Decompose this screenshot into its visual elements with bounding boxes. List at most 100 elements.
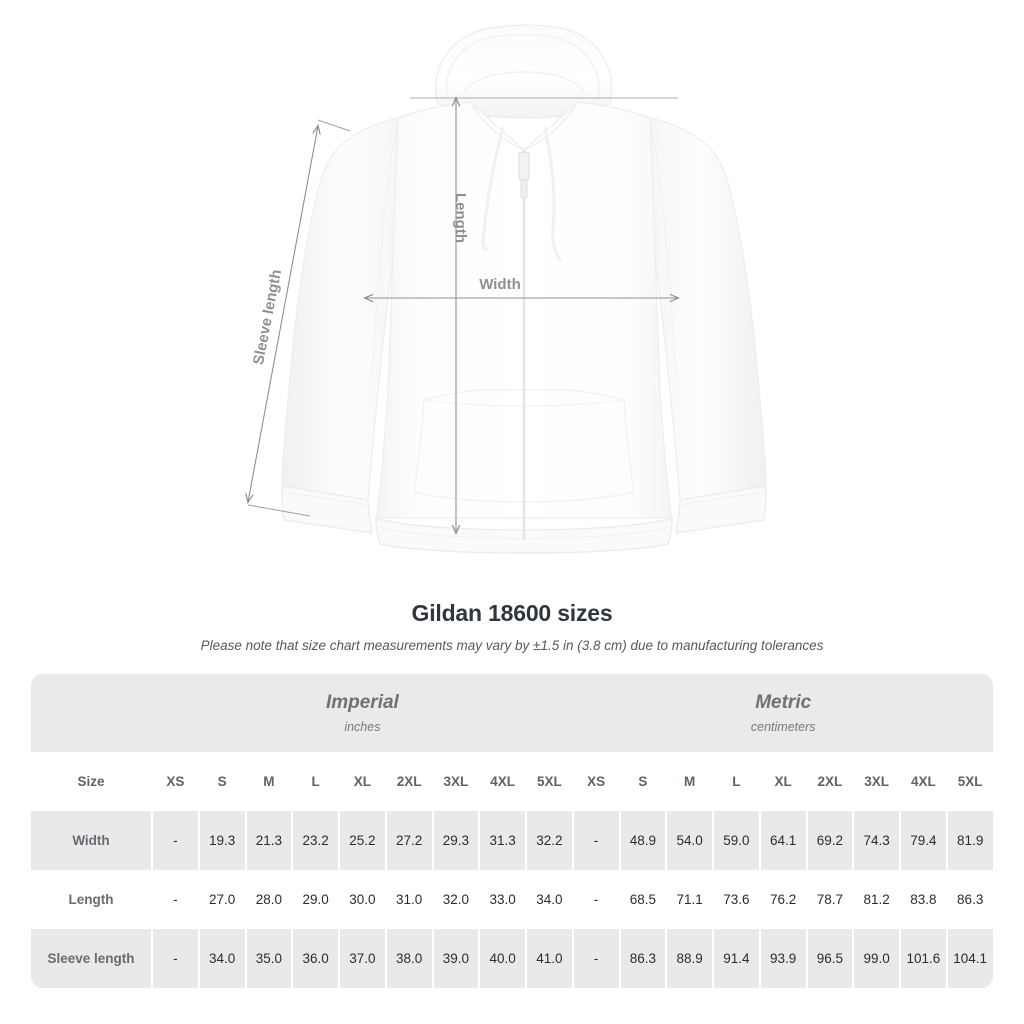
measurement-cell: 68.5 [619,870,668,929]
measurement-cell: 31.0 [385,870,434,929]
measurement-cell: 83.8 [900,870,948,929]
measurement-cell: 86.3 [619,929,668,988]
size-header-cell: 2XL [385,752,434,811]
measurement-cell: 101.6 [900,929,948,988]
measurement-cell: 41.0 [526,929,574,988]
measurement-cell: - [572,811,621,870]
measurement-cell: 104.1 [946,929,993,988]
size-header-cell: M [666,752,715,811]
measurement-cell: 32.0 [432,870,481,929]
row-label-width: Width [31,811,153,870]
measurement-cell: 33.0 [479,870,527,929]
size-header-cell: M [245,752,294,811]
sleeve-length-label: Sleeve length [250,268,285,366]
hood [435,24,613,119]
measurement-cell: 19.3 [198,811,247,870]
measurement-cell: 54.0 [666,811,715,870]
unit-system-subtitle: inches [344,719,381,734]
measurement-cell: 38.0 [385,929,434,988]
size-header-cell: 4XL [479,752,527,811]
measurement-cell: 88.9 [666,929,715,988]
measurement-cell: 79.4 [900,811,948,870]
table-row: Width -19.3 21.3 23.2 25.2 27.2 29.3 31.3 32.2-4… [31,811,993,870]
measurement-cell: 99.0 [853,929,902,988]
size-header-cell: 2XL [806,752,855,811]
measurement-cell: 29.3 [432,811,481,870]
unit-system-band: Imperial inches Metric centimeters [31,674,993,752]
measurement-cell: 31.3 [479,811,527,870]
size-chart-table: Imperial inches Metric centimeters Size XS S M L… [31,674,993,988]
size-header-cell: 3XL [432,752,481,811]
measurement-cell: 71.1 [666,870,715,929]
measurement-cell: - [152,929,200,988]
size-header-cell: S [619,752,668,811]
measurement-cell: 39.0 [432,929,481,988]
measurement-cell: 34.0 [526,870,574,929]
measurement-cell: 86.3 [946,870,993,929]
measurement-cell: 81.9 [946,811,993,870]
product-illustration: Length Width Sleeve length [0,24,767,554]
measurement-cell: 37.0 [339,929,387,988]
measurement-cell: 69.2 [806,811,855,870]
size-header-cell: S [198,752,247,811]
table-row: Sleeve length -34.0 35.0 36.0 37.0 38.0 39.0 40… [31,929,993,988]
measurement-cell: 48.9 [619,811,668,870]
drawstrings [481,126,562,262]
measurement-cell: 27.2 [385,811,434,870]
measurement-cell: 76.2 [759,870,808,929]
table-row: Length -27.0 28.0 29.0 30.0 31.0 32.0 33.0 34.0-… [31,870,993,929]
measurement-cell: 74.3 [853,811,902,870]
unit-system-name: Imperial [325,691,399,713]
size-header-cell: 4XL [900,752,948,811]
measurement-cell: 32.2 [526,811,574,870]
measurement-cell: - [152,811,200,870]
measurement-cell: 73.6 [713,870,761,929]
measurement-cell: 21.3 [245,811,294,870]
measurement-cell: - [572,870,621,929]
hoodie-drawing: Length Width Sleeve length [0,24,767,554]
size-header-row: Size XS S M L XL 2XL 3XL 4XL 5XL XS S M L XL 2XL 3XL 4XL 5… [31,752,993,811]
size-header-cell: L [292,752,340,811]
unit-system-metric: Metric centimeters [572,674,993,752]
size-header-cell: 3XL [853,752,902,811]
size-column-header: Size [31,752,153,811]
measurement-cell: 28.0 [245,870,294,929]
measurement-cell: 78.7 [806,870,855,929]
measurement-cell: 93.9 [759,929,808,988]
length-label: Length [452,193,469,243]
measurement-cell: 25.2 [339,811,387,870]
width-label: Width [479,276,521,293]
size-header-cell: XL [759,752,808,811]
measurement-cell: 23.2 [292,811,340,870]
unit-system-subtitle: centimeters [750,719,816,734]
measurement-tolerance-note: Please note that size chart measurements… [200,638,824,653]
measurement-cell: 96.5 [806,929,855,988]
unit-system-imperial: Imperial inches [152,674,573,752]
size-header-cell: L [713,752,761,811]
measurement-cell: - [572,929,621,988]
size-header-cell: XS [572,752,621,811]
unit-system-name: Metric [755,691,812,713]
page-title: Gildan 18600 sizes [411,600,613,626]
title-block: Gildan 18600 sizes Please note that size… [0,598,1024,655]
size-header-cell: 5XL [946,752,993,811]
size-table-element: Imperial inches Metric centimeters Size XS S M L… [31,674,993,988]
measurement-cell: 34.0 [198,929,247,988]
measurement-cell: 40.0 [479,929,527,988]
zipper [518,150,530,540]
measurement-cell: 27.0 [198,870,247,929]
measurement-cell: - [152,870,200,929]
measurement-cell: 59.0 [713,811,761,870]
measurement-cell: 35.0 [245,929,294,988]
measurement-guides [248,98,678,533]
size-header-cell: 5XL [526,752,574,811]
measurement-cell: 81.2 [853,870,902,929]
size-header-cell: XS [152,752,200,811]
row-label-sleeve-length: Sleeve length [31,929,153,988]
measurement-cell: 36.0 [292,929,340,988]
row-label-length: Length [31,870,153,929]
size-header-cell: XL [339,752,387,811]
measurement-cell: 30.0 [339,870,387,929]
unit-band-spacer [31,674,152,752]
measurement-cell: 29.0 [292,870,340,929]
